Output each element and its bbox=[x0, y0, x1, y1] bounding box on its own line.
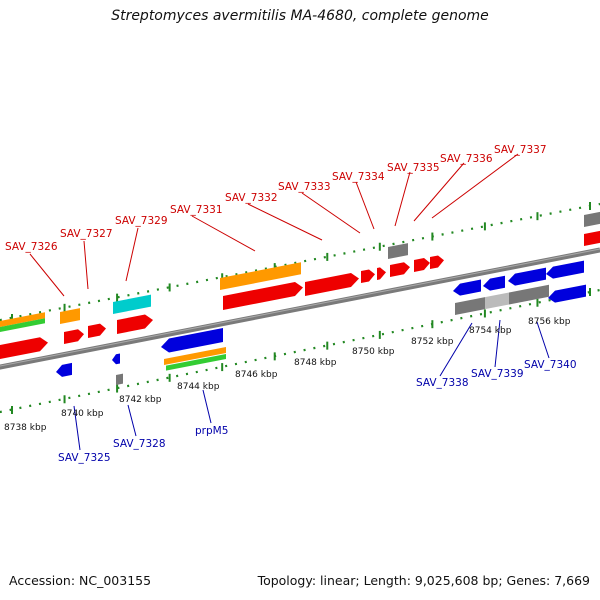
gene-arrow[interactable] bbox=[0, 336, 48, 360]
orange-feature[interactable] bbox=[60, 308, 80, 324]
pseudo-feature[interactable] bbox=[584, 211, 600, 227]
pseudo-feature[interactable] bbox=[455, 297, 485, 315]
gene-arrow-reverse[interactable] bbox=[56, 362, 72, 378]
feature-layer bbox=[0, 211, 600, 385]
green-feature[interactable] bbox=[166, 353, 226, 371]
kbp-label: 8752 kbp bbox=[411, 337, 454, 347]
lower-ruler-ticks bbox=[11, 288, 591, 414]
pseudo-feature[interactable] bbox=[388, 243, 408, 259]
lower-ruler-line bbox=[0, 288, 600, 414]
kbp-label: 8738 kbp bbox=[4, 423, 47, 433]
kbp-label: 8750 kbp bbox=[352, 347, 395, 357]
upper-ruler-line bbox=[0, 202, 600, 322]
orange-feature[interactable] bbox=[0, 312, 45, 328]
gene-arrow[interactable] bbox=[361, 268, 375, 283]
gene-label[interactable]: SAV_7332 bbox=[225, 192, 278, 204]
orange-feature[interactable] bbox=[164, 346, 226, 365]
label-leaders bbox=[29, 153, 550, 451]
gene-arrow[interactable] bbox=[584, 230, 600, 246]
gene-arrow-reverse[interactable] bbox=[546, 260, 584, 280]
gene-label[interactable]: prpM5 bbox=[195, 425, 228, 437]
gene-label[interactable]: SAV_7331 bbox=[170, 204, 223, 216]
orange-feature[interactable] bbox=[220, 262, 301, 290]
kbp-label: 8754 kbp bbox=[469, 326, 512, 336]
pseudo-feature[interactable] bbox=[509, 284, 549, 305]
cyan-feature[interactable] bbox=[113, 294, 151, 314]
gene-arrow-reverse[interactable] bbox=[548, 284, 586, 304]
accession-text: Accession: NC_003155 bbox=[9, 573, 152, 588]
gene-arrow-reverse[interactable] bbox=[483, 275, 505, 292]
kbp-label: 8744 kbp bbox=[177, 382, 220, 392]
kbp-label: 8746 kbp bbox=[235, 370, 278, 380]
gene-label[interactable]: SAV_7326 bbox=[5, 241, 58, 253]
kbp-label: 8756 kbp bbox=[528, 317, 571, 327]
gene-arrow-reverse[interactable] bbox=[161, 327, 223, 354]
upper-ruler-ticks bbox=[11, 202, 591, 322]
gene-arrow[interactable] bbox=[88, 323, 106, 338]
gene-label[interactable]: SAV_7328 bbox=[113, 438, 166, 450]
gene-arrow[interactable] bbox=[223, 280, 303, 310]
kbp-label: 8748 kbp bbox=[294, 358, 337, 368]
genome-backbone bbox=[0, 247, 600, 370]
kbp-scale-labels: 8738 kbp 8740 kbp 8742 kbp 8744 kbp 8746 kbp… bbox=[4, 317, 571, 433]
gene-arrow[interactable] bbox=[305, 272, 359, 296]
upper-gene-labels: SAV_7326SAV_7327SAV_7329SAV_7331SAV_7332… bbox=[5, 144, 547, 253]
gene-arrow-reverse[interactable] bbox=[508, 267, 546, 287]
gene-label[interactable]: SAV_7335 bbox=[387, 162, 440, 174]
gene-label[interactable]: SAV_7337 bbox=[494, 144, 547, 156]
topology-text: Topology: linear; Length: 9,025,608 bp; … bbox=[257, 573, 590, 588]
gene-arrow-reverse[interactable] bbox=[112, 353, 120, 365]
genome-backbone-highlight bbox=[0, 248, 600, 367]
gene-label[interactable]: SAV_7334 bbox=[332, 171, 385, 183]
kbp-label: 8740 kbp bbox=[61, 409, 104, 419]
pseudo-feature[interactable] bbox=[116, 373, 123, 385]
gene-arrow-reverse[interactable] bbox=[453, 279, 481, 297]
gene-arrow[interactable] bbox=[64, 328, 84, 344]
gene-arrow[interactable] bbox=[414, 257, 430, 272]
gene-label[interactable]: SAV_7340 bbox=[524, 359, 577, 371]
gene-label[interactable]: SAV_7336 bbox=[440, 153, 493, 165]
gene-arrow[interactable] bbox=[117, 313, 153, 334]
gene-arrow[interactable] bbox=[430, 254, 444, 269]
gene-label[interactable]: SAV_7327 bbox=[60, 228, 113, 240]
gene-label[interactable]: SAV_7333 bbox=[278, 181, 331, 193]
gene-label[interactable]: SAV_7329 bbox=[115, 215, 168, 227]
gene-arrow[interactable] bbox=[377, 266, 386, 280]
gene-label[interactable]: SAV_7339 bbox=[471, 368, 524, 380]
gene-label[interactable]: SAV_7338 bbox=[416, 377, 469, 389]
green-feature[interactable] bbox=[0, 318, 45, 333]
map-title: Streptomyces avermitilis MA-4680, comple… bbox=[111, 8, 489, 24]
gene-arrow[interactable] bbox=[390, 261, 410, 277]
kbp-label: 8742 kbp bbox=[119, 395, 162, 405]
pseudo-feature-light[interactable] bbox=[485, 292, 509, 310]
gene-label[interactable]: SAV_7325 bbox=[58, 452, 111, 464]
